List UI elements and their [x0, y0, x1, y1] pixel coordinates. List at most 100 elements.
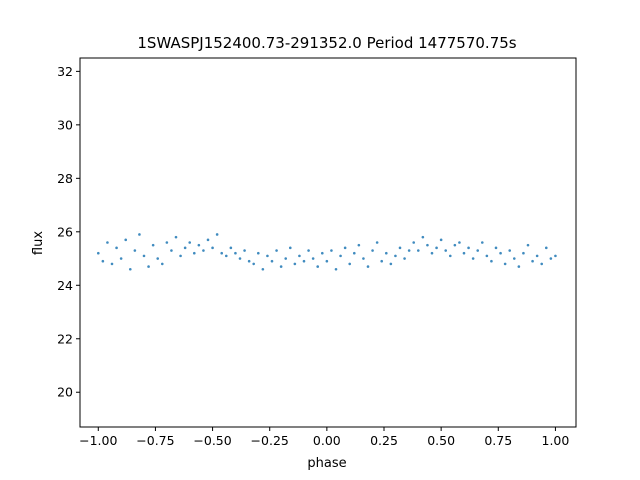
y-axis: 20 22 24 26 28 30 32 [57, 64, 80, 400]
y-tick-label: 20 [57, 385, 73, 400]
x-tick-label: −1.00 [79, 433, 117, 448]
data-point [197, 243, 201, 247]
data-point [362, 257, 365, 260]
data-point [284, 257, 288, 260]
data-point [435, 246, 438, 250]
data-point [403, 257, 406, 260]
data-point [339, 254, 342, 258]
data-point [467, 246, 470, 250]
data-point [444, 249, 448, 252]
data-point [348, 262, 352, 266]
data-point [384, 251, 388, 255]
x-tick-label: −0.75 [136, 433, 174, 448]
data-point [247, 259, 251, 263]
data-point [389, 262, 393, 266]
data-point [517, 265, 521, 268]
data-point [412, 241, 416, 244]
x-axis: −1.00 −0.75 −0.50 −0.25 0.00 0.25 0.50 0.75 1.00 [79, 427, 569, 448]
y-tick-label: 32 [57, 64, 73, 79]
data-point [549, 257, 553, 260]
data-point [330, 249, 333, 252]
y-tick-label: 24 [57, 278, 73, 293]
data-point [320, 251, 324, 255]
data-point [352, 251, 356, 255]
data-point [540, 262, 544, 266]
x-tick-label: −0.25 [251, 433, 289, 448]
data-point [302, 259, 306, 263]
data-point [380, 259, 384, 263]
data-point [430, 251, 434, 255]
data-point [426, 243, 429, 247]
data-point [138, 233, 141, 236]
y-axis-label: flux [31, 231, 46, 255]
data-point [115, 246, 118, 250]
data-point [256, 251, 260, 255]
data-point [151, 243, 155, 247]
data-point [439, 238, 443, 242]
data-point [407, 249, 411, 252]
data-point [252, 262, 256, 266]
data-point [508, 249, 512, 252]
data-point [531, 259, 534, 263]
data-point [357, 243, 361, 247]
data-point [448, 254, 452, 258]
data-point [311, 257, 315, 260]
plot-frame [79, 57, 577, 428]
y-tick-label: 26 [57, 224, 73, 239]
chart-title: 1SWASPJ152400.73-291352.0 Period 1477570… [137, 34, 516, 52]
data-point [394, 254, 397, 258]
data-point [110, 262, 114, 266]
data-point [261, 267, 265, 271]
data-point [266, 254, 269, 258]
data-point [371, 249, 374, 252]
data-point [366, 265, 370, 268]
data-point [375, 241, 379, 244]
data-point [183, 246, 187, 250]
data-point [279, 265, 283, 268]
data-point [243, 249, 246, 252]
data-point [476, 249, 480, 252]
data-point [526, 243, 530, 247]
data-point [325, 259, 329, 263]
data-point [101, 259, 105, 263]
data-point [165, 241, 169, 244]
x-tick-label: −0.50 [193, 433, 231, 448]
data-point [142, 254, 146, 258]
data-point [458, 241, 461, 244]
data-point [499, 251, 502, 255]
data-point [133, 249, 137, 252]
data-point [416, 249, 420, 252]
data-point [522, 251, 525, 255]
data-point [229, 246, 233, 250]
data-point [202, 249, 205, 252]
data-point [316, 265, 320, 268]
data-point [453, 243, 457, 247]
data-point [106, 241, 109, 244]
data-point [124, 238, 128, 242]
data-point [512, 257, 516, 260]
data-point [485, 254, 489, 258]
data-point [174, 235, 178, 239]
points-layer [96, 233, 557, 271]
x-tick-label: 0.50 [427, 433, 455, 448]
data-point [275, 249, 278, 252]
data-point [211, 246, 214, 250]
data-point [224, 254, 228, 258]
data-point [119, 257, 123, 260]
data-point [234, 251, 237, 255]
data-point [179, 254, 182, 258]
data-point [128, 267, 132, 271]
data-point [147, 265, 150, 268]
data-point [298, 254, 301, 258]
data-point [215, 233, 219, 236]
data-point [480, 241, 484, 244]
data-point [334, 267, 338, 271]
data-point [288, 246, 292, 250]
data-point [293, 262, 297, 266]
data-point [503, 262, 507, 266]
data-point [554, 254, 557, 258]
y-tick-label: 30 [57, 117, 73, 132]
x-tick-label: 0.00 [313, 433, 341, 448]
